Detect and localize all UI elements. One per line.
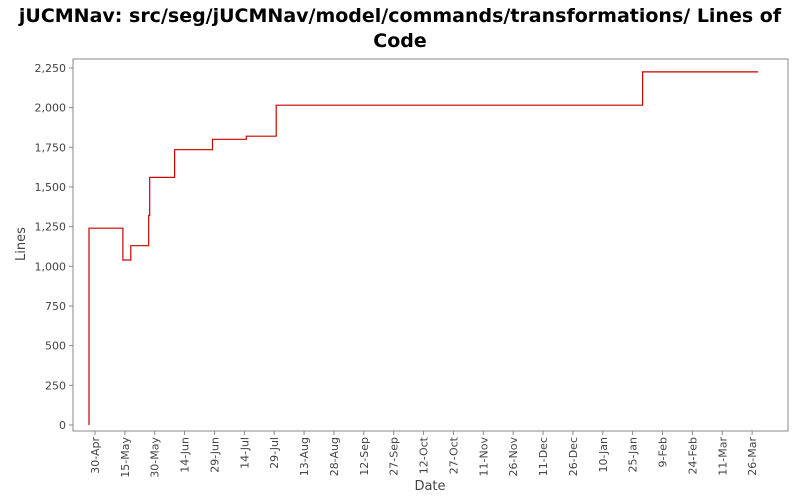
y-tick-label: 500 xyxy=(45,340,66,353)
x-tick-label: 27-Sep xyxy=(388,437,401,476)
y-tick-label: 2,250 xyxy=(35,62,67,75)
y-tick-label: 2,000 xyxy=(35,102,67,115)
x-tick-label: 27-Oct xyxy=(447,436,460,474)
x-tick-label: 11-Mar xyxy=(716,437,729,476)
x-tick-label: 24-Feb xyxy=(686,437,699,474)
chart-title-line-1: jUCMNav: src/seg/jUCMNav/model/commands/… xyxy=(18,5,782,27)
y-axis-label: Lines xyxy=(14,227,29,261)
x-tick-label: 25-Jan xyxy=(627,437,640,473)
series-layer xyxy=(88,71,759,425)
y-tick-label: 750 xyxy=(45,300,66,313)
x-tick-label: 12-Sep xyxy=(358,437,371,476)
x-tick-label: 29-Jun xyxy=(208,437,221,473)
x-tick-label: 9-Feb xyxy=(657,437,670,467)
x-tick-label: 26-Nov xyxy=(507,437,520,477)
x-tick-label: 11-Dec xyxy=(537,437,550,476)
chart-title-line-2: Code xyxy=(373,30,427,52)
x-tick-label: 15-May xyxy=(119,437,132,478)
x-tick-label: 30-Apr xyxy=(89,437,102,474)
x-tick-label: 11-Nov xyxy=(477,437,490,477)
y-tick-label: 0 xyxy=(59,419,66,432)
y-tick-label: 1,500 xyxy=(35,181,67,194)
x-tick-label: 14-Jul xyxy=(238,437,251,469)
x-tick-label: 13-Aug xyxy=(298,437,311,476)
y-tick-label: 250 xyxy=(45,379,66,392)
y-axis: 0 250 500 750 1,000 1,250 1,500 1,750 2,000 2,250 xyxy=(35,62,73,432)
x-tick-label: 29-Jul xyxy=(268,437,281,469)
x-axis: 30-Apr 15-May 30-May 14-Jun 29-Jun 14-Jul 29-J… xyxy=(89,431,759,478)
y-tick-label: 1,000 xyxy=(35,260,67,273)
x-tick-label: 12-Oct xyxy=(418,436,431,474)
y-tick-label: 1,750 xyxy=(35,141,67,154)
x-tick-label: 26-Dec xyxy=(567,437,580,476)
series-line xyxy=(88,71,759,425)
x-tick-label: 28-Aug xyxy=(328,437,341,476)
chart-title: jUCMNav: src/seg/jUCMNav/model/commands/… xyxy=(0,4,800,54)
x-tick-label: 10-Jan xyxy=(597,437,610,473)
x-tick-label: 26-Mar xyxy=(746,437,759,476)
x-tick-label: 14-Jun xyxy=(179,437,192,473)
x-tick-label: 30-May xyxy=(149,437,162,478)
plot-area xyxy=(72,58,789,432)
y-tick-label: 1,250 xyxy=(35,221,67,234)
x-axis-label: Date xyxy=(414,479,445,494)
